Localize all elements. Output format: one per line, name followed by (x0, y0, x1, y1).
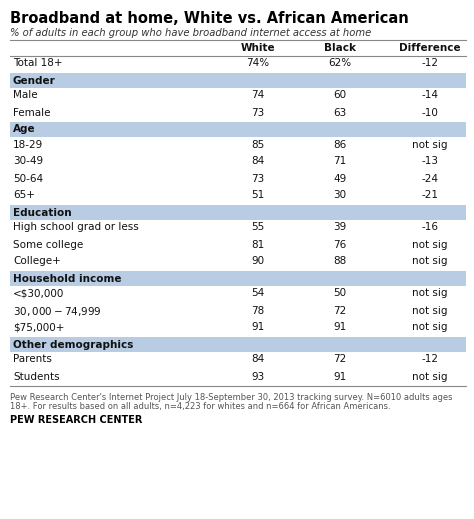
Text: 72: 72 (333, 306, 346, 316)
Text: <$30,000: <$30,000 (13, 289, 64, 298)
Text: -12: -12 (421, 354, 438, 364)
Text: Gender: Gender (13, 75, 56, 86)
Text: Total 18+: Total 18+ (13, 59, 63, 69)
Text: 90: 90 (251, 256, 264, 266)
Text: not sig: not sig (412, 140, 448, 149)
Text: College+: College+ (13, 256, 61, 266)
Text: not sig: not sig (412, 256, 448, 266)
Text: Age: Age (13, 125, 36, 134)
Text: 39: 39 (333, 223, 346, 233)
Text: not sig: not sig (412, 289, 448, 298)
Text: 71: 71 (333, 157, 346, 167)
Text: Pew Research Center's Internet Project July 18-September 30, 2013 tracking surve: Pew Research Center's Internet Project J… (10, 393, 453, 402)
Bar (10, 337, 466, 352)
Text: -16: -16 (421, 223, 438, 233)
Text: 63: 63 (333, 107, 346, 117)
Text: 30: 30 (333, 190, 346, 200)
Bar (10, 73, 466, 88)
Text: High school grad or less: High school grad or less (13, 223, 139, 233)
Text: 84: 84 (251, 354, 264, 364)
Text: Female: Female (13, 107, 51, 117)
Text: not sig: not sig (412, 322, 448, 333)
Text: Household income: Household income (13, 274, 121, 283)
Text: Broadband at home, White vs. African American: Broadband at home, White vs. African Ame… (10, 11, 409, 26)
Text: 73: 73 (251, 107, 264, 117)
Text: 49: 49 (333, 173, 346, 184)
Text: -14: -14 (421, 90, 438, 101)
Text: not sig: not sig (412, 239, 448, 250)
Text: -21: -21 (421, 190, 438, 200)
Text: 91: 91 (251, 322, 264, 333)
Text: 55: 55 (251, 223, 264, 233)
Text: 54: 54 (251, 289, 264, 298)
Text: not sig: not sig (412, 306, 448, 316)
Text: 72: 72 (333, 354, 346, 364)
Text: 18-29: 18-29 (13, 140, 43, 149)
Text: 50: 50 (333, 289, 346, 298)
Text: -10: -10 (421, 107, 438, 117)
Text: 88: 88 (333, 256, 346, 266)
Text: White: White (241, 43, 275, 53)
Text: 51: 51 (251, 190, 264, 200)
Text: 30-49: 30-49 (13, 157, 43, 167)
Text: 62%: 62% (328, 59, 352, 69)
Text: $30,000-$74,999: $30,000-$74,999 (13, 306, 101, 319)
Text: % of adults in each group who have broadband internet access at home: % of adults in each group who have broad… (10, 28, 371, 38)
Text: Male: Male (13, 90, 37, 101)
Text: 93: 93 (251, 372, 264, 381)
Bar (10, 122, 466, 137)
Text: not sig: not sig (412, 372, 448, 381)
Text: -24: -24 (421, 173, 438, 184)
Text: 76: 76 (333, 239, 346, 250)
Text: -13: -13 (421, 157, 438, 167)
Text: 18+. For results based on all adults, n=4,223 for whites and n=664 for African A: 18+. For results based on all adults, n=… (10, 402, 391, 411)
Text: $75,000+: $75,000+ (13, 322, 64, 333)
Text: 74: 74 (251, 90, 264, 101)
Text: -12: -12 (421, 59, 438, 69)
Text: 50-64: 50-64 (13, 173, 43, 184)
Text: 91: 91 (333, 372, 346, 381)
Text: 91: 91 (333, 322, 346, 333)
Text: 81: 81 (251, 239, 264, 250)
Text: 74%: 74% (246, 59, 270, 69)
Bar (10, 205, 466, 220)
Text: 73: 73 (251, 173, 264, 184)
Text: Difference: Difference (399, 43, 461, 53)
Text: Education: Education (13, 208, 72, 217)
Text: Students: Students (13, 372, 60, 381)
Bar (10, 271, 466, 286)
Text: 84: 84 (251, 157, 264, 167)
Text: Parents: Parents (13, 354, 52, 364)
Text: 60: 60 (333, 90, 346, 101)
Text: Black: Black (324, 43, 356, 53)
Text: Some college: Some college (13, 239, 83, 250)
Text: 86: 86 (333, 140, 346, 149)
Text: 78: 78 (251, 306, 264, 316)
Text: PEW RESEARCH CENTER: PEW RESEARCH CENTER (10, 415, 142, 425)
Text: 85: 85 (251, 140, 264, 149)
Text: Other demographics: Other demographics (13, 339, 133, 349)
Text: 65+: 65+ (13, 190, 35, 200)
